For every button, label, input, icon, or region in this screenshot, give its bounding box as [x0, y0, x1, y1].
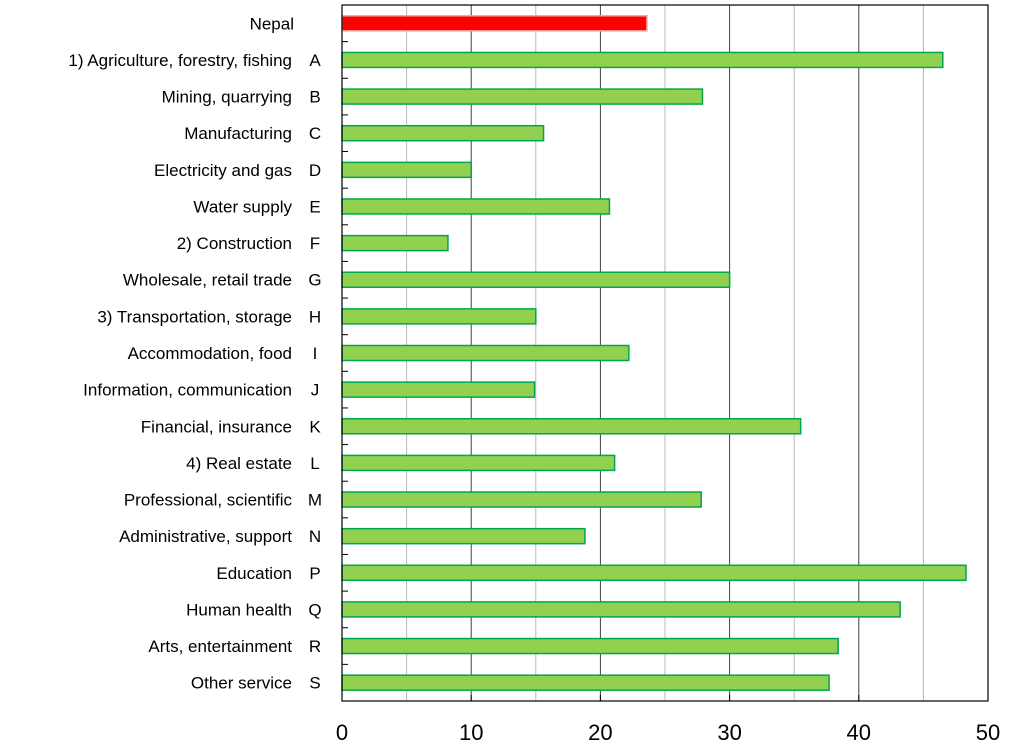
category-code: I	[313, 344, 318, 363]
category-code: B	[309, 88, 320, 107]
category-label: 3) Transportation, storage	[97, 307, 292, 326]
bar	[341, 88, 704, 105]
category-code: E	[309, 197, 320, 216]
category-label: Electricity and gas	[154, 161, 292, 180]
bar	[341, 491, 702, 508]
x-tick-label: 0	[336, 720, 348, 745]
bar-highlight	[341, 15, 648, 32]
category-code: A	[309, 51, 321, 70]
bar	[341, 161, 472, 179]
category-code: K	[309, 417, 321, 436]
bar	[341, 234, 449, 252]
category-label: Nepal	[250, 14, 294, 33]
bar	[341, 271, 731, 288]
x-tick-label: 50	[976, 720, 1000, 745]
category-label: Arts, entertainment	[148, 637, 292, 656]
category-label: Water supply	[193, 197, 292, 216]
axes	[341, 4, 989, 702]
bar	[341, 674, 830, 691]
bar	[341, 308, 537, 325]
plot-frame	[341, 4, 989, 702]
category-label: Wholesale, retail trade	[123, 271, 292, 290]
bar	[341, 601, 901, 618]
category-label: 2) Construction	[177, 234, 292, 253]
category-label: Administrative, support	[119, 527, 292, 546]
bar	[341, 381, 536, 398]
category-code: N	[309, 527, 321, 546]
bar	[341, 564, 967, 582]
category-label: Mining, quarrying	[162, 88, 292, 107]
category-code: R	[309, 637, 321, 656]
category-label: Human health	[186, 600, 292, 619]
category-code: J	[311, 381, 320, 400]
category-code: G	[308, 271, 321, 290]
bar	[341, 454, 616, 472]
category-code: Q	[308, 600, 321, 619]
category-label: 1) Agriculture, forestry, fishing	[68, 51, 292, 70]
bar	[341, 124, 545, 142]
category-code: S	[309, 674, 320, 693]
bar	[341, 527, 586, 545]
x-tick-label: 30	[717, 720, 741, 745]
category-code: C	[309, 124, 321, 143]
category-code: L	[310, 454, 319, 473]
category-code: M	[308, 491, 322, 510]
category-label: Accommodation, food	[128, 344, 292, 363]
category-label: Other service	[191, 674, 292, 693]
category-label: Information, communication	[83, 381, 292, 400]
bar	[341, 418, 802, 435]
category-code: P	[309, 564, 320, 583]
bar	[341, 198, 611, 215]
x-tick-label: 20	[588, 720, 612, 745]
x-tick-label: 40	[847, 720, 871, 745]
category-label: Education	[216, 564, 292, 583]
x-tick-labels: 0 10 20 30 40 50	[336, 720, 1000, 745]
bar	[341, 637, 839, 655]
grid-lines	[406, 5, 924, 701]
category-label: Professional, scientific	[124, 491, 293, 510]
bar	[341, 344, 630, 362]
category-code: H	[309, 307, 321, 326]
bar	[341, 51, 944, 69]
category-label: 4) Real estate	[186, 454, 292, 473]
bars	[341, 15, 967, 691]
category-code: D	[309, 161, 321, 180]
x-tick-label: 10	[459, 720, 483, 745]
category-label: Financial, insurance	[141, 417, 292, 436]
category-label: Manufacturing	[184, 124, 292, 143]
category-code: F	[310, 234, 320, 253]
